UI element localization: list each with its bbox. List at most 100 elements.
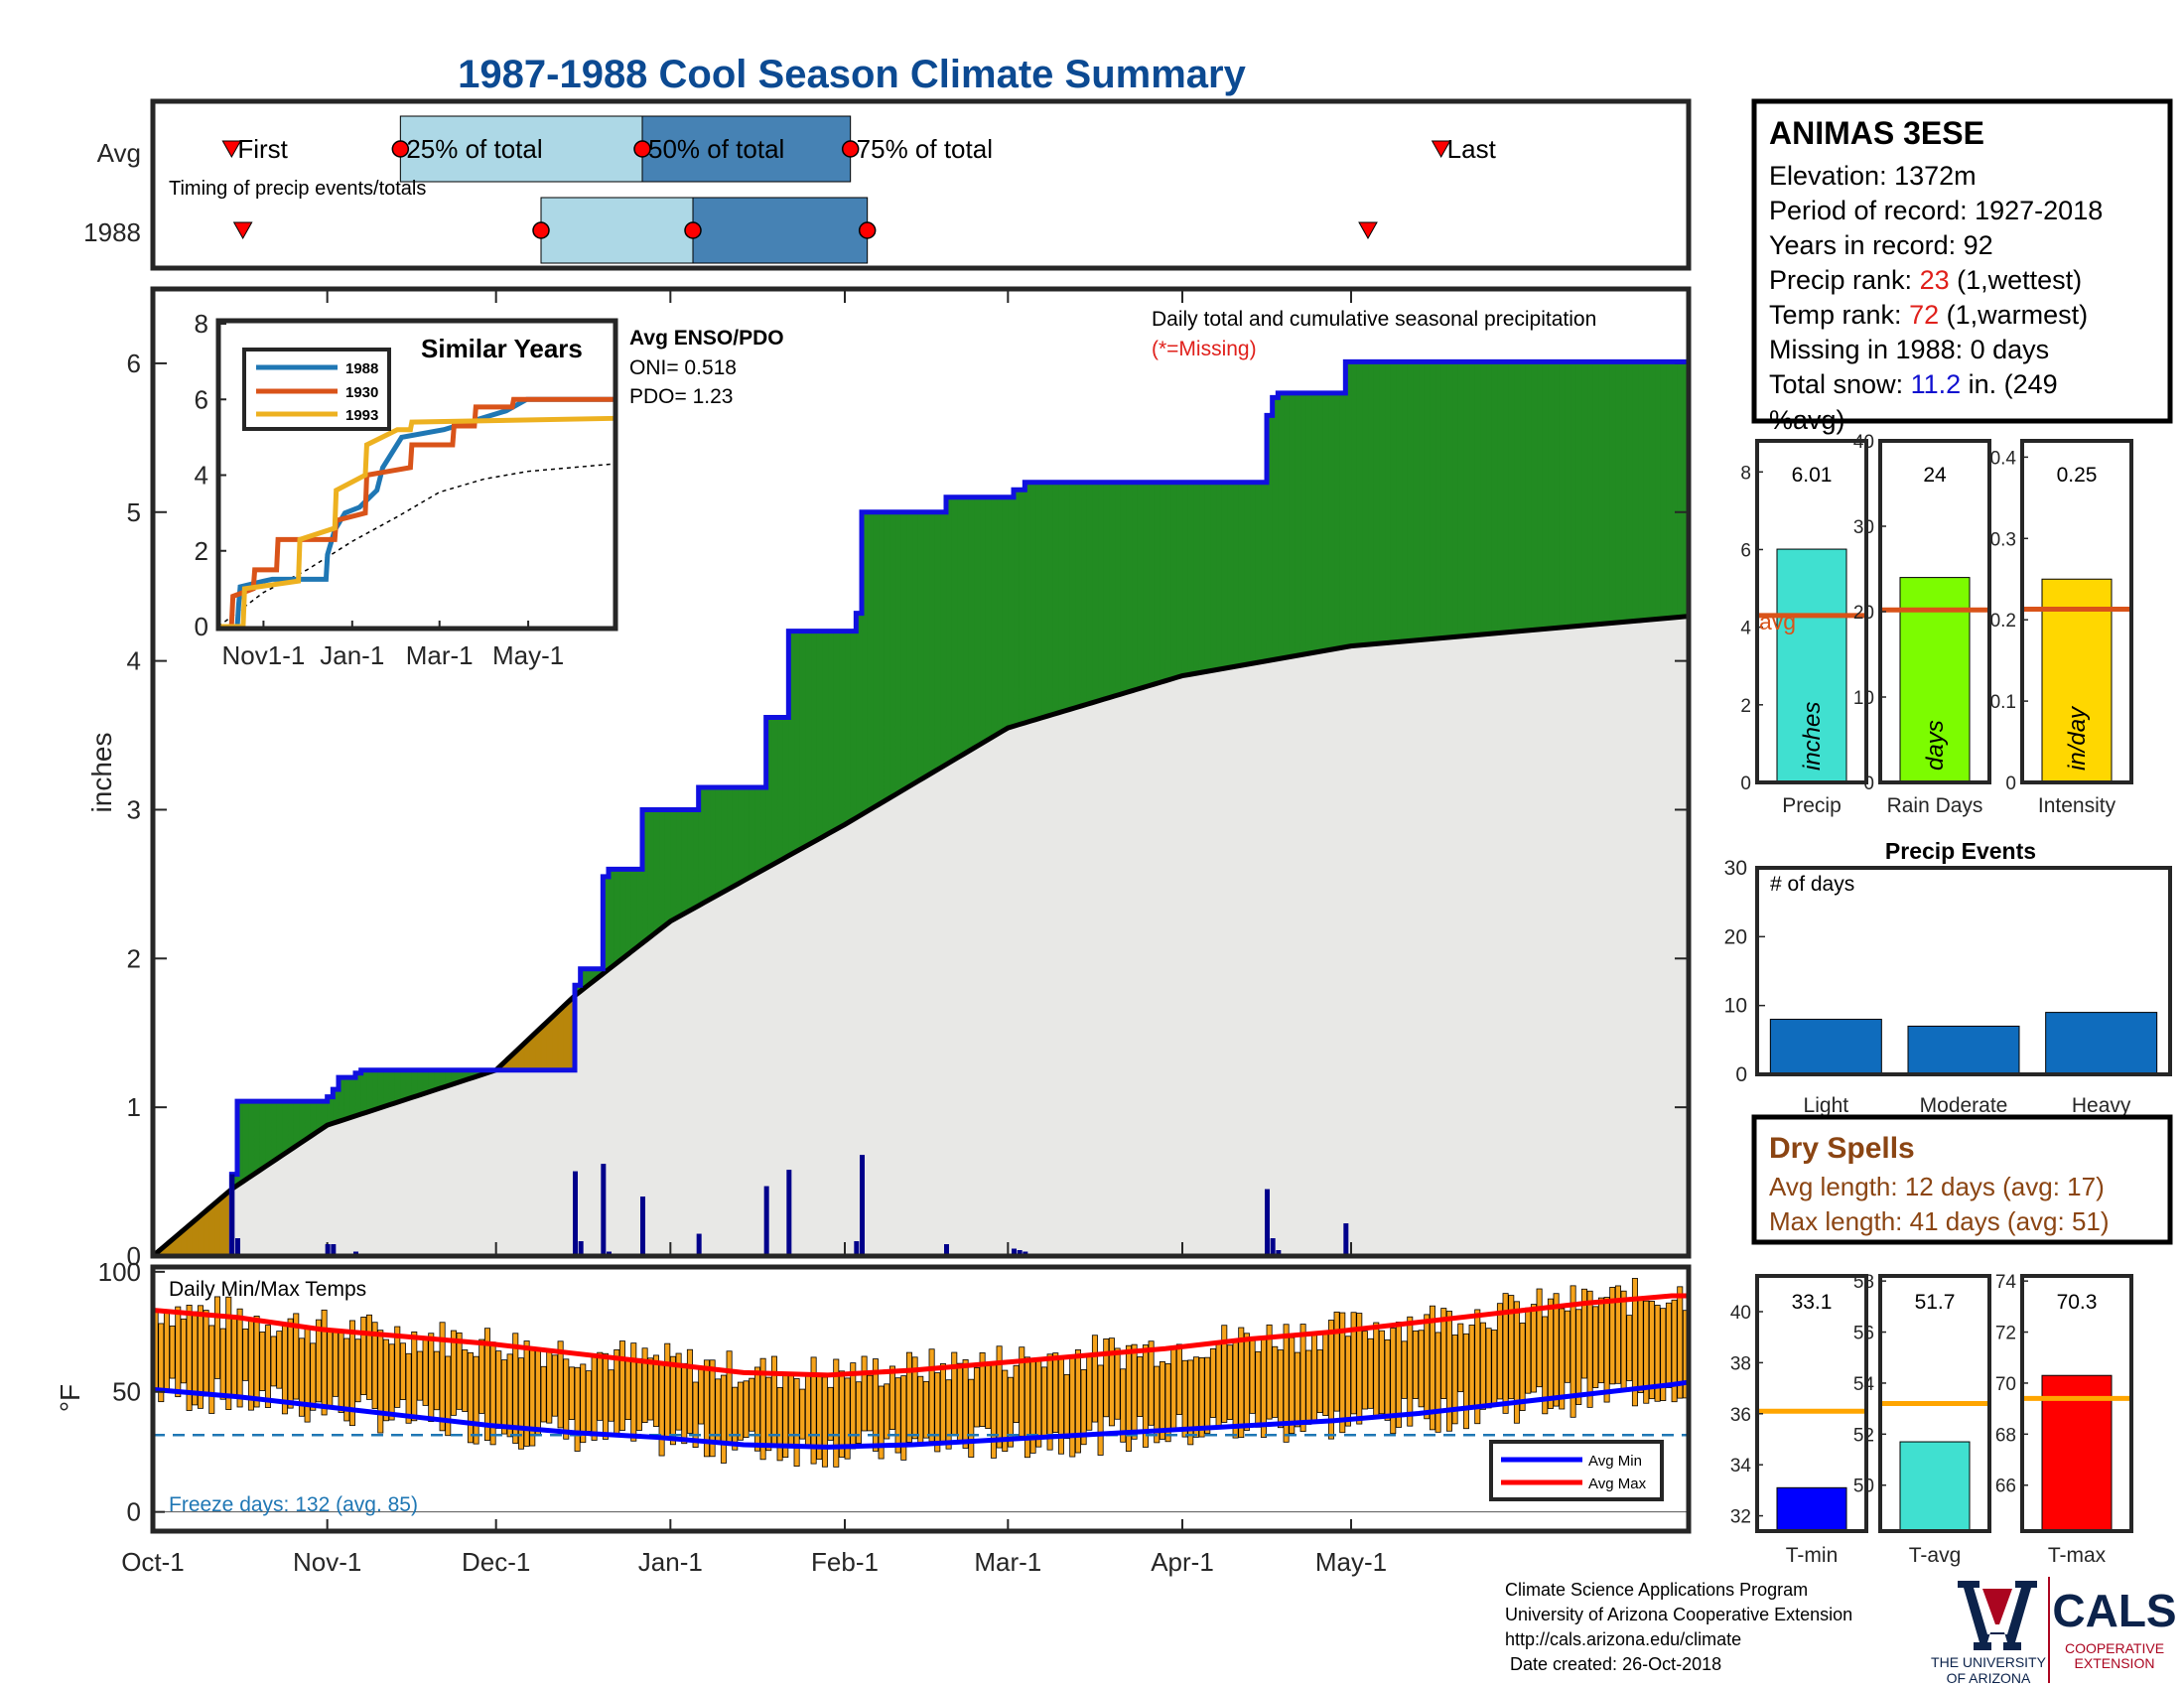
precip-ytick-label: 0: [127, 1241, 141, 1271]
daily-precip-bar: [763, 1186, 769, 1256]
daily-temp-bar: [743, 1380, 750, 1438]
dry-spells-max: Max length: 41 days (avg: 51): [1769, 1206, 2110, 1236]
tstat-category-label: T-min: [1786, 1544, 1839, 1567]
stat-value-label: 0.25: [2057, 464, 2098, 487]
daily-temp-bar: [884, 1383, 890, 1440]
daily-precip-bar: [696, 1233, 702, 1256]
station-years: Years in record: 92: [1769, 230, 1993, 260]
daily-temp-bar: [1283, 1324, 1290, 1443]
station-snow: Total snow: 11.2 in. (249: [1769, 369, 2058, 399]
stat-ytick-label: 0: [1740, 774, 1751, 794]
daily-temp-bar: [534, 1347, 541, 1436]
daily-temp-bar: [1502, 1293, 1509, 1414]
daily-temp-bar: [675, 1352, 682, 1431]
avg-max-line: [152, 1293, 1689, 1378]
daily-temp-bar: [478, 1338, 485, 1414]
timing-box-q2-1988: [692, 197, 869, 264]
daily-temp-bar: [1164, 1363, 1171, 1443]
timing-caption: Timing of precip events/totals: [169, 178, 426, 200]
cals-line1: COOPERATIVE: [2065, 1640, 2164, 1656]
stat-ytick-label: 0.2: [1990, 611, 2016, 632]
freeze-days-text: Freeze days: 132 (avg. 85): [169, 1493, 418, 1516]
daily-temp-bar: [1002, 1369, 1009, 1453]
timing-panel: First 25% of total 50% of total 75% of tota…: [83, 98, 1692, 271]
daily-temp-bar: [405, 1352, 412, 1424]
daily-temp-bar: [1457, 1323, 1464, 1393]
stat-panel-frame: [2020, 439, 2133, 784]
daily-temp-bar: [219, 1328, 226, 1400]
daily-precip-bar: [1270, 1238, 1276, 1256]
inset-xtick-label: Jan-1: [320, 640, 384, 670]
daily-temp-bar: [563, 1358, 570, 1440]
daily-temp-bar: [1266, 1324, 1273, 1420]
daily-temp-bar: [253, 1316, 260, 1408]
daily-temp-bar: [1373, 1322, 1380, 1417]
daily-temp-bar: [990, 1363, 997, 1459]
daily-temp-bar: [652, 1354, 659, 1427]
daily-temp-bar: [230, 1318, 237, 1397]
daily-temp-bar: [315, 1319, 322, 1403]
daily-temp-bar: [888, 1365, 895, 1430]
daily-temp-bar: [1114, 1347, 1121, 1420]
station-missing: Missing in 1988: 0 days: [1769, 335, 2049, 364]
daily-temp-bar: [1209, 1347, 1216, 1418]
daily-temp-bar: [382, 1338, 389, 1422]
daily-temp-bar: [1547, 1298, 1554, 1409]
stat-ytick-label: 0.4: [1990, 448, 2017, 469]
daily-temp-bar: [1238, 1327, 1245, 1439]
daily-temp-bar: [827, 1386, 834, 1441]
daily-precip-bar: [325, 1244, 331, 1256]
timing-dot-p75-Avg: [841, 140, 860, 158]
daily-temp-bar: [765, 1376, 772, 1452]
inset-ytick-label: 4: [195, 461, 208, 491]
daily-temp-bar: [1125, 1344, 1132, 1452]
daily-temp-bar: [1609, 1287, 1616, 1385]
daily-temp-bar: [163, 1311, 170, 1393]
daily-temp-bar: [1631, 1278, 1638, 1407]
daily-temp-bar: [1294, 1351, 1300, 1428]
daily-temp-bar: [624, 1358, 631, 1421]
tstat-ytick-label: 72: [1995, 1324, 2016, 1344]
daily-temp-bar: [332, 1330, 339, 1397]
temps-legend-frame: [1489, 1440, 1664, 1501]
daily-precip-bar: [331, 1244, 337, 1256]
daily-temp-bar: [900, 1375, 907, 1461]
daily-temp-bar: [878, 1385, 885, 1460]
daily-temp-bar: [1148, 1340, 1155, 1426]
daily-precip-bar: [640, 1196, 645, 1256]
daily-temp-bar: [1564, 1310, 1570, 1383]
cals-wordmark: CALS: [2052, 1585, 2176, 1636]
temp-marks: 0 50 100 Oct-1 Nov-1 Dec-1 Jan-1 Feb-1 Mar-1 Apr-…: [98, 1257, 1690, 1577]
daily-temp-bar: [298, 1337, 305, 1417]
daily-temp-bar: [1553, 1293, 1560, 1407]
stat-ytick-label: 2: [1740, 696, 1751, 717]
timing-dot-p25-Avg: [391, 140, 410, 158]
daily-temp-bar: [1626, 1315, 1633, 1381]
daily-temp-bar: [1181, 1359, 1188, 1438]
xtick-label: May-1: [1315, 1547, 1387, 1577]
page-title: 1987-1988 Cool Season Climate Summary: [458, 53, 1246, 96]
daily-temp-bar: [1401, 1340, 1408, 1399]
daily-temp-bar: [1192, 1356, 1199, 1438]
daily-temp-bar: [197, 1305, 204, 1409]
daily-temp-bar: [1091, 1335, 1098, 1423]
daily-temp-bar: [310, 1342, 317, 1411]
daily-temp-bar: [1429, 1305, 1435, 1431]
daily-temp-bar: [698, 1366, 705, 1425]
daily-temp-bar: [1305, 1349, 1312, 1425]
inset-xtick-label: Nov1-1: [222, 640, 306, 670]
daily-temp-bar: [1255, 1350, 1262, 1428]
stat-ytick-label: 10: [1853, 688, 1874, 709]
footer-line1: Climate Science Applications Program: [1505, 1580, 1808, 1600]
daily-temp-bar: [546, 1349, 553, 1424]
tstat-value-label: 33.1: [1792, 1291, 1833, 1314]
inset-xtick-label: May-1: [492, 640, 564, 670]
tstat-bar-t-min: [1776, 1486, 1847, 1532]
dry-spells-frame: [1751, 1114, 2173, 1245]
daily-temp-bar: [759, 1357, 766, 1461]
precip-events-marks: Light Moderate Heavy 0 10 20 30: [1724, 857, 2172, 1117]
daily-temp-bar: [1040, 1366, 1047, 1440]
daily-temp-bar: [872, 1358, 879, 1452]
daily-temp-bar: [1474, 1309, 1481, 1425]
daily-temp-bar: [1344, 1336, 1351, 1427]
